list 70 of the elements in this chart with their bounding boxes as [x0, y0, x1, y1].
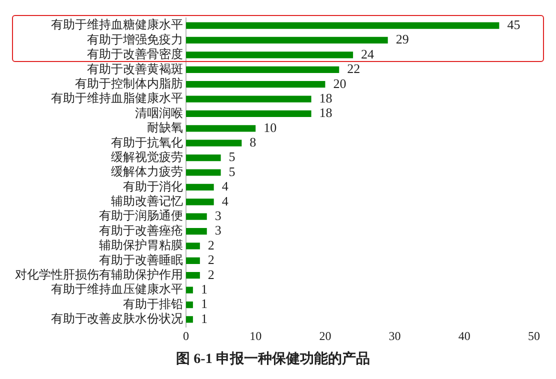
bar [186, 272, 200, 279]
y-tick-label: 有助于维持血糖健康水平 [51, 18, 183, 32]
y-tick-label: 有助于抗氧化 [111, 135, 183, 150]
x-tick-label: 50 [528, 329, 540, 344]
x-tick-label: 30 [388, 329, 401, 344]
data-label: 20 [333, 76, 346, 91]
y-tick-label: 有助于消化 [123, 179, 183, 194]
data-label: 3 [214, 222, 222, 238]
data-label: 10 [264, 120, 277, 135]
data-label: 1 [200, 281, 208, 296]
bar [186, 81, 326, 88]
y-tick-label: 有助于改善皮肤水份状况 [51, 312, 183, 326]
y-tick-label: 对化学性肝损伤有辅助保护作用 [15, 268, 183, 282]
y-tick-label: 辅助改善记忆 [111, 194, 183, 208]
bar [186, 52, 354, 58]
bar [186, 125, 256, 132]
x-tick-label: 0 [183, 329, 189, 344]
bar [186, 169, 221, 176]
y-tick-label: 有助于排铅 [123, 296, 183, 311]
bar [186, 257, 200, 264]
bar [186, 140, 242, 146]
data-label: 4 [222, 178, 229, 194]
data-label: 3 [214, 208, 222, 224]
x-tick-label: 10 [250, 329, 262, 344]
data-label: 22 [347, 61, 360, 76]
y-tick-label: 有助于增强免疫力 [87, 32, 183, 46]
data-label: 1 [200, 310, 208, 326]
data-label: 4 [222, 193, 229, 208]
y-tick-label: 缓解视觉疲劳 [111, 150, 183, 164]
bar [186, 301, 193, 308]
data-label: 2 [208, 266, 214, 282]
bar [186, 184, 214, 190]
y-tick-label: 有助于维持血压健康水平 [51, 282, 183, 296]
data-label: 24 [361, 46, 375, 62]
y-tick-label: 清咽润喉 [135, 106, 183, 120]
data-label: 18 [319, 90, 332, 106]
y-tick-label: 有助于改善睡眠 [99, 252, 183, 267]
y-tick-label: 有助于维持血脂健康水平 [51, 91, 183, 106]
x-tick-label: 40 [458, 329, 470, 344]
data-label: 29 [396, 32, 409, 47]
bar [186, 36, 388, 44]
y-tick-label: 有助于改善黄褐斑 [87, 62, 183, 76]
data-label: 8 [250, 134, 256, 150]
data-label: 2 [208, 237, 214, 252]
data-label: 1 [200, 296, 208, 312]
y-tick-label: 有助于润肠通便 [99, 208, 183, 223]
bar [186, 66, 340, 73]
bar [186, 242, 200, 250]
data-label: 5 [228, 149, 236, 164]
x-tick-label: 20 [319, 329, 332, 344]
bar [186, 316, 193, 323]
bar [186, 286, 193, 294]
data-label: 5 [228, 164, 236, 179]
y-tick-label: 缓解体力疲劳 [111, 164, 183, 179]
y-tick-label: 辅助保护胃粘膜 [99, 238, 183, 252]
y-tick-label: 有助于改善骨密度 [87, 47, 183, 62]
data-label: 2 [208, 252, 214, 268]
data-label: 18 [319, 105, 332, 120]
bar [186, 110, 312, 118]
bar [186, 96, 312, 102]
bar [186, 213, 207, 220]
bar [186, 154, 221, 162]
bar [186, 22, 500, 29]
data-label: 45 [507, 16, 520, 32]
y-tick-label: 耐缺氧 [147, 120, 183, 135]
bar [186, 198, 214, 206]
y-tick-label: 有助于控制体内脂肪 [75, 76, 183, 90]
bar [186, 228, 207, 235]
text: 图 6-1 申报一种保健功能的产品 [176, 350, 370, 368]
y-tick-label: 有助于改善痤疮 [99, 223, 183, 238]
